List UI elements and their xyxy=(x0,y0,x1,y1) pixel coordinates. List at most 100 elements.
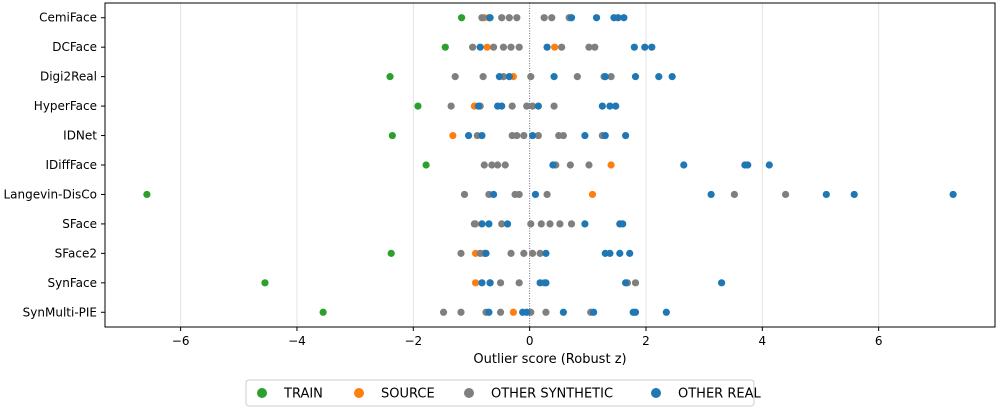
other-real-point xyxy=(641,43,649,51)
y-tick-label: IDNet xyxy=(63,129,97,143)
other-synthetic-point xyxy=(489,43,498,51)
other-real-point xyxy=(523,308,531,316)
other-synthetic-point xyxy=(499,43,508,51)
x-axis-ticks: −6 −4 −2 0 2 4 6 xyxy=(172,327,882,348)
other-synthetic-point xyxy=(631,279,640,287)
other-real-point xyxy=(534,102,542,110)
other-synthetic-point xyxy=(573,73,581,81)
other-synthetic-point xyxy=(520,249,528,257)
other-real-point xyxy=(485,308,493,316)
other-real-point xyxy=(478,131,486,140)
other-synthetic-point xyxy=(542,308,550,316)
other-real-point xyxy=(531,190,540,199)
other-synthetic-point xyxy=(513,131,521,140)
other-real-point xyxy=(765,161,773,169)
other-synthetic-point xyxy=(550,102,558,110)
other-real-point xyxy=(478,279,486,287)
other-synthetic-point xyxy=(548,14,556,22)
train-point xyxy=(261,279,269,287)
other-synthetic-point xyxy=(585,161,593,169)
source-point xyxy=(607,161,615,169)
other-synthetic-point xyxy=(470,220,478,228)
other-real-point xyxy=(612,102,620,110)
other-real-point xyxy=(549,161,557,169)
other-real-point xyxy=(550,73,558,81)
other-synthetic-point xyxy=(591,43,599,51)
other-real-point xyxy=(542,249,550,257)
other-synthetic-point xyxy=(546,220,554,228)
other-real-point xyxy=(486,14,494,22)
other-synthetic-point xyxy=(523,102,531,110)
other-synthetic-point xyxy=(498,220,506,228)
other-real-point xyxy=(622,279,630,287)
other-synthetic-point xyxy=(515,43,523,51)
legend-label-source: SOURCE xyxy=(381,387,435,402)
other-real-point xyxy=(630,43,638,51)
other-synthetic-point xyxy=(536,249,544,257)
other-synthetic-point xyxy=(534,131,542,140)
legend-label-other-synthetic: OTHER SYNTHETIC xyxy=(491,387,613,402)
other-real-point xyxy=(489,190,498,199)
other-real-point xyxy=(680,161,688,169)
other-synthetic-point xyxy=(607,73,615,81)
other-real-point xyxy=(718,279,726,287)
other-real-point xyxy=(476,43,484,51)
other-real-point xyxy=(495,73,503,81)
other-real-point xyxy=(474,102,483,110)
other-real-point xyxy=(505,73,513,81)
x-axis-title: Outlier score (Robust z) xyxy=(473,352,626,367)
train-point xyxy=(388,131,396,140)
other-real-point xyxy=(648,43,656,51)
other-real-point xyxy=(478,220,486,228)
other-real-point xyxy=(559,308,567,316)
other-real-point xyxy=(616,249,624,257)
source-point xyxy=(509,308,517,316)
other-real-point xyxy=(601,73,609,81)
other-real-point xyxy=(498,102,506,110)
other-real-point xyxy=(744,161,752,169)
train-point xyxy=(414,102,422,110)
other-synthetic-point xyxy=(498,14,506,22)
other-synthetic-point xyxy=(439,308,448,316)
other-synthetic-point xyxy=(478,14,486,22)
other-real-point xyxy=(626,249,634,257)
other-synthetic-point xyxy=(528,249,537,257)
other-synthetic-point xyxy=(488,161,496,169)
other-real-point xyxy=(614,14,622,22)
y-tick-label: SynFace xyxy=(48,276,97,290)
other-synthetic-point xyxy=(469,43,477,51)
grid-lines xyxy=(180,3,880,327)
other-real-point xyxy=(620,14,628,22)
other-synthetic-point xyxy=(520,131,528,140)
other-real-point xyxy=(606,102,614,110)
legend-label-train: TRAIN xyxy=(283,387,323,402)
other-synthetic-point xyxy=(528,102,537,110)
other-real-point xyxy=(655,73,663,81)
train-point xyxy=(319,308,327,316)
other-synthetic-point xyxy=(457,308,465,316)
other-real-point xyxy=(631,308,640,316)
y-tick-label: Langevin-DisCo xyxy=(3,187,97,201)
source-point xyxy=(449,131,457,140)
x-tick-label: 2 xyxy=(642,334,650,348)
other-real-point xyxy=(592,14,601,22)
other-real-point xyxy=(619,220,627,228)
other-real-point xyxy=(662,308,670,316)
source-point xyxy=(551,43,559,51)
other-real-point xyxy=(601,131,609,140)
other-real-point xyxy=(567,14,576,22)
train-point xyxy=(387,249,395,257)
x-tick-label: −4 xyxy=(288,334,306,348)
other-synthetic-point xyxy=(457,249,465,257)
legend-marker-train xyxy=(257,388,267,398)
legend-frame xyxy=(245,379,755,407)
other-synthetic-point xyxy=(585,43,593,51)
other-real-point xyxy=(486,279,494,287)
other-real-point xyxy=(503,220,512,228)
other-real-point xyxy=(464,131,473,140)
other-real-point xyxy=(707,190,715,199)
other-real-point xyxy=(822,190,830,199)
other-synthetic-point xyxy=(559,131,567,140)
x-tick-label: 4 xyxy=(758,334,766,348)
